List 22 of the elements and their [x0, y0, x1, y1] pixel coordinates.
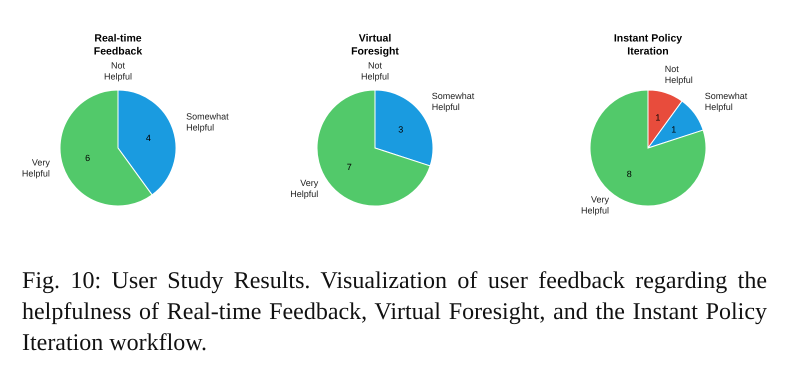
- pie-slice: [590, 90, 706, 206]
- slice-label: Somewhat Helpful: [186, 112, 230, 133]
- data-label: 8: [626, 168, 632, 179]
- data-label: 1: [655, 112, 660, 123]
- slice-label: Not Helpful: [664, 64, 693, 86]
- data-label: 7: [346, 162, 352, 172]
- category-label: Not Helpful: [104, 60, 132, 82]
- slice-label: Very Helpful: [580, 194, 610, 216]
- caption: Fig. 10: User Study Results. Visualization of user feedback regarding the helpfulness of Real-time Feedback, Virtual Foresight, and the Instant Policy Iteration workflow.: [22, 267, 767, 358]
- data-label: 1: [671, 124, 676, 134]
- data-label: 4: [146, 133, 151, 144]
- chart-title: Instant Policy Iteration: [614, 32, 682, 58]
- category-label: Not Helpful: [360, 60, 390, 82]
- slice-label: Somewhat Helpful: [704, 91, 748, 112]
- data-label: 6: [85, 152, 90, 163]
- pie-slice: [316, 90, 431, 206]
- slice-label: Very Helpful: [22, 157, 50, 178]
- chart-title: Virtual Foresight: [351, 32, 400, 58]
- chart-title: Real-time Feedback: [94, 32, 142, 58]
- slice-label: Somewhat Helpful: [432, 91, 475, 112]
- data-label: 3: [398, 124, 404, 134]
- slice-label: Very Helpful: [290, 178, 319, 199]
